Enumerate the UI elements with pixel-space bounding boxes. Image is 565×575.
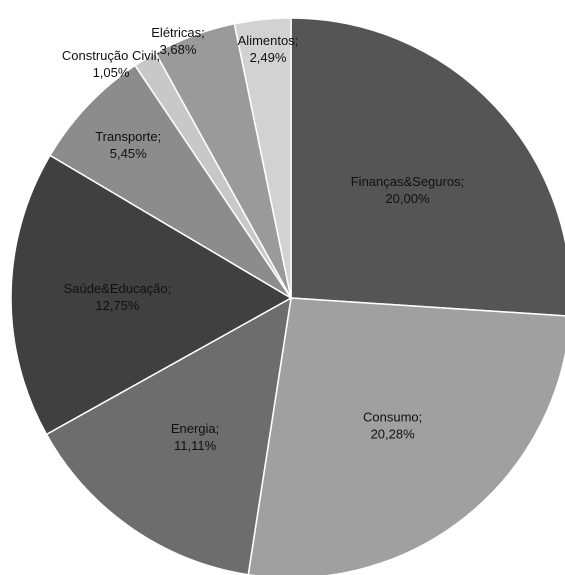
slice-value-construcao-civil: 1,05% — [93, 65, 130, 80]
slice-label-alimentos: Alimentos; — [238, 33, 299, 48]
slice-label-transporte: Transporte; — [95, 129, 161, 144]
pie-slice-transporte — [49, 64, 292, 299]
slice-label-energia: Energia; — [171, 421, 219, 436]
slice-value-saude-educacao: 12,75% — [95, 298, 140, 313]
slice-label-consumo: Consumo; — [363, 410, 422, 425]
pie-slice-consumo — [247, 297, 565, 575]
pie-slice-saude-educacao — [10, 154, 293, 436]
slice-label-financas-seguros: Finanças&Seguros; — [351, 174, 464, 189]
slice-label-saude-educacao: Saúde&Educação; — [64, 281, 172, 296]
pie-slice-financas-seguros — [290, 17, 565, 317]
slice-value-transporte: 5,45% — [110, 146, 147, 161]
slice-value-energia: 11,11% — [174, 438, 217, 453]
pie-slice-energia — [45, 296, 292, 575]
pie-slice-alimentos — [233, 17, 292, 299]
slice-value-financas-seguros: 20,00% — [385, 191, 430, 206]
slice-value-eletricas: 3,68% — [160, 42, 197, 57]
slice-value-consumo: 20,28% — [371, 427, 416, 442]
slice-value-alimentos: 2,49% — [250, 50, 287, 65]
slice-label-construcao-civil: Construção Civil; — [62, 48, 160, 63]
slice-label-eletricas: Elétricas; — [151, 25, 204, 40]
